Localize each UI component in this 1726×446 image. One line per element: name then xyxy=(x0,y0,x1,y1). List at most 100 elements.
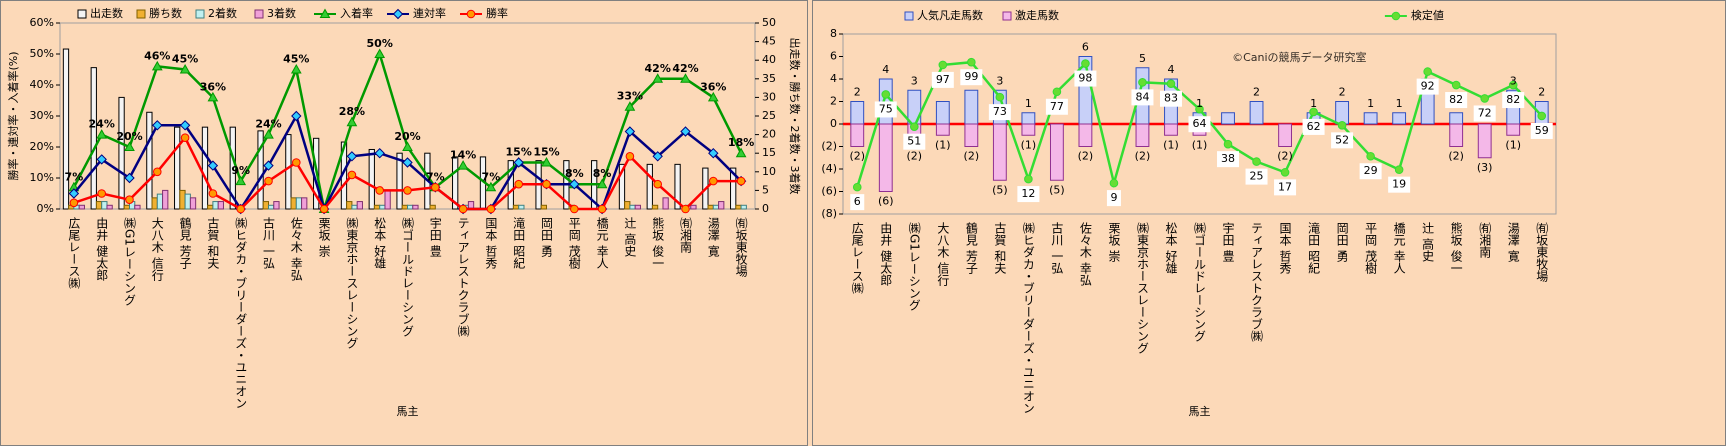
marker xyxy=(1166,79,1176,89)
x-tick-label: ティアレストクラブ㈱ xyxy=(1250,222,1264,342)
data-label: 19 xyxy=(1392,178,1406,191)
marker xyxy=(1508,80,1518,90)
marker xyxy=(375,186,385,195)
data-label-box xyxy=(988,104,1011,121)
data-label: (5) xyxy=(992,183,1008,196)
marker xyxy=(466,9,476,19)
marker xyxy=(346,116,358,127)
x-tick-label: 国本 哲秀 xyxy=(484,217,498,269)
data-label-box xyxy=(1331,132,1354,149)
data-label: 9% xyxy=(231,164,250,177)
data-label: 12 xyxy=(1021,187,1035,200)
data-label-box xyxy=(1188,116,1211,133)
marker xyxy=(374,48,386,58)
bar xyxy=(1049,123,1064,181)
marker xyxy=(290,63,302,74)
bar xyxy=(146,111,153,210)
marker xyxy=(624,126,636,137)
bar xyxy=(740,204,747,210)
x-tick-label: 古賀 和夫 xyxy=(993,221,1007,275)
y-tick-label: (2) xyxy=(821,140,837,153)
marker xyxy=(403,186,412,195)
x-tick-label: 古川 一弘 xyxy=(1050,221,1064,274)
x-tick-label: 古川 一弘 xyxy=(262,216,276,269)
y-tick-label: 10% xyxy=(30,171,54,184)
marker xyxy=(153,167,162,177)
marker xyxy=(458,204,468,214)
y2-tick-label: 5 xyxy=(762,183,769,196)
marker xyxy=(208,189,218,198)
bar xyxy=(1449,123,1464,147)
marker xyxy=(707,91,719,102)
marker xyxy=(68,188,80,199)
data-label: 6 xyxy=(854,195,861,208)
bar xyxy=(379,204,386,210)
marker xyxy=(152,120,163,131)
x-tick-label: 辻 高史 xyxy=(623,217,637,257)
data-label-box xyxy=(1106,190,1121,207)
bar xyxy=(634,204,641,210)
x-tick-label: 松本 好雄 xyxy=(1164,222,1178,274)
bar xyxy=(134,204,141,210)
x-tick-label: ㈲湘南 xyxy=(679,217,693,253)
marker xyxy=(542,179,551,189)
data-label-box xyxy=(960,69,983,86)
x-tick-label: 岡田 勇 xyxy=(540,217,554,257)
data-label-box xyxy=(1359,163,1382,180)
y2-tick-label: 15 xyxy=(762,146,776,159)
bar xyxy=(1363,112,1378,125)
bar xyxy=(850,123,865,147)
bar xyxy=(201,126,209,210)
legend-label: 出走数 xyxy=(90,6,123,20)
y2-tick-label: 40 xyxy=(762,53,776,66)
marker xyxy=(319,204,329,214)
marker xyxy=(653,179,663,189)
bar xyxy=(629,204,636,210)
data-label: 1 xyxy=(1196,97,1203,110)
data-label: 29 xyxy=(1364,164,1378,177)
bar xyxy=(290,197,297,210)
bar xyxy=(401,204,408,210)
panel xyxy=(0,0,808,446)
marker xyxy=(1138,78,1147,87)
data-label: (6) xyxy=(878,195,894,208)
bar xyxy=(123,204,131,210)
legend-label: 勝率 xyxy=(486,6,508,20)
bar xyxy=(212,201,219,210)
data-label-box xyxy=(931,71,954,88)
data-label: 45% xyxy=(172,53,198,66)
bar xyxy=(162,189,169,210)
x-tick-label: ㈱ヒダカ・ブリーダーズ・ユニオン xyxy=(234,217,248,409)
x-tick-label: 大八木 信行 xyxy=(936,222,950,286)
marker xyxy=(319,8,331,18)
marker xyxy=(125,195,134,204)
marker xyxy=(708,147,719,159)
y-tick-label: 20% xyxy=(30,140,54,153)
x-tick-label: 古賀 和夫 xyxy=(206,216,220,270)
marker xyxy=(624,101,636,111)
data-label: (1) xyxy=(1021,138,1037,151)
bar xyxy=(964,123,979,147)
data-label: 51 xyxy=(907,135,921,148)
bar xyxy=(735,204,742,210)
marker xyxy=(1223,139,1233,149)
marker xyxy=(1195,104,1204,114)
bar xyxy=(346,201,353,210)
data-label: 15% xyxy=(506,146,532,159)
legend-label: 検定値 xyxy=(1411,8,1444,22)
marker xyxy=(1309,107,1318,117)
marker xyxy=(1423,67,1432,76)
bar xyxy=(407,204,414,210)
bar xyxy=(273,201,280,210)
data-label: 42% xyxy=(672,62,698,75)
data-label-box xyxy=(903,133,926,150)
marker xyxy=(374,147,385,159)
data-label: 38 xyxy=(1221,152,1235,165)
data-label: (1) xyxy=(1192,138,1208,151)
data-label: (2) xyxy=(964,150,980,163)
data-label: (2) xyxy=(1135,150,1151,163)
marker xyxy=(457,160,469,170)
y2-tick-label: 0 xyxy=(762,202,769,215)
data-label: (1) xyxy=(1505,138,1521,151)
marker xyxy=(570,204,579,214)
